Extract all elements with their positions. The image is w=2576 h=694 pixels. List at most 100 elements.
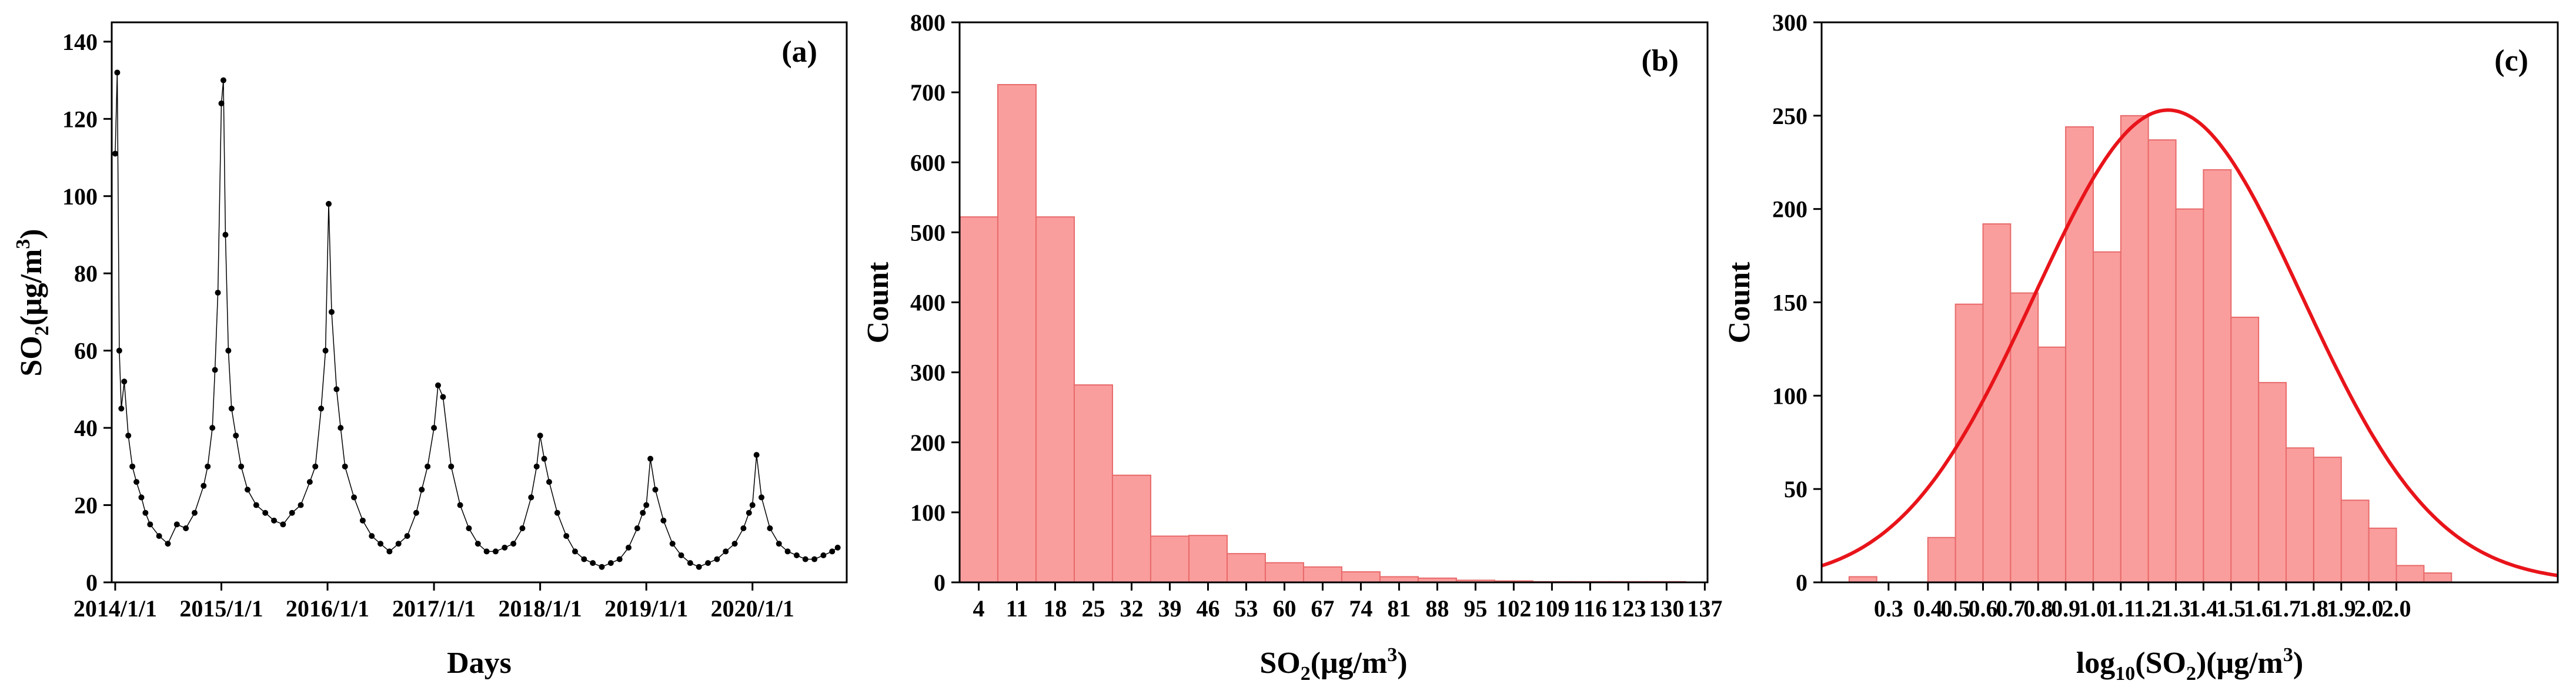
panel-c-xtick-label: 1.5: [2216, 595, 2246, 622]
panel-b-xlabel: SO2(μg/m3): [1259, 644, 1407, 685]
panel-a-xtick-label: 2019/1/1: [604, 595, 688, 622]
panel-a-ytick-label: 0: [86, 569, 98, 596]
panel-a-ytick-label: 120: [62, 106, 98, 132]
panel-a-xlabel: Days: [447, 646, 512, 680]
panel-c-xtick-label: 0.5: [1941, 595, 1970, 622]
panel-b-ytick-label: 600: [910, 149, 945, 176]
so2-daily-point: [359, 517, 366, 524]
panel-b-xtick-label: 81: [1387, 595, 1411, 622]
so2-daily-point: [599, 564, 605, 570]
so2-daily-point: [652, 487, 659, 493]
panel-b-xtick-label: 25: [1081, 595, 1105, 622]
panel-c-xtick-label: 0.6: [1969, 595, 1998, 622]
panel-a-label: (a): [781, 35, 817, 69]
histogram-bar: [2286, 447, 2314, 584]
so2-daily-point: [616, 556, 623, 562]
so2-daily-point: [492, 548, 499, 555]
panel-a-xtick-label: 2014/1/1: [73, 595, 157, 622]
so2-daily-point: [121, 378, 128, 385]
panel-b-xtick-label: 109: [1534, 595, 1569, 622]
so2-daily-point: [533, 463, 540, 470]
panel-c-ytick-label: 300: [1772, 9, 1807, 36]
so2-daily-point: [753, 452, 760, 458]
so2-daily-point: [647, 455, 654, 462]
panel-a-timeseries: 0 20 40 60 80 100 120 140 2014/1/1 2015/1/1 2016/…: [12, 21, 848, 680]
panel-a-xtick-label: 2015/1/1: [179, 595, 263, 622]
panel-b-ytick-label: 800: [910, 9, 945, 36]
panel-c-log-histogram: 0 50 100 150 200 250 300 0.3 0.40.50.60.70.80.9…: [1723, 9, 2559, 685]
so2-daily-point: [413, 509, 419, 516]
panel-c-xtick-label: 0.4: [1913, 595, 1943, 622]
so2-daily-point: [183, 525, 189, 531]
so2-daily-point: [475, 541, 481, 547]
panel-a-ytick-label: 40: [74, 415, 98, 441]
so2-daily-point: [129, 463, 136, 470]
histogram-bar: [1982, 223, 2012, 583]
so2-daily-point: [746, 509, 752, 516]
so2-daily-point: [351, 494, 358, 501]
histogram-bar: [2368, 527, 2397, 583]
histogram-bar: [2313, 457, 2342, 583]
histogram-bar: [1264, 562, 1304, 584]
so2-daily-point: [142, 509, 149, 516]
panel-b-xtick-label: 95: [1464, 595, 1487, 622]
so2-daily-points: [112, 69, 841, 570]
histogram-bar: [2258, 382, 2287, 583]
so2-daily-point: [326, 200, 332, 207]
panel-c-xtick-label: 1.7: [2271, 595, 2301, 622]
so2-daily-point: [466, 525, 472, 531]
panel-a-ytick-label: 100: [62, 183, 98, 210]
panel-b-ytick-label: 700: [910, 79, 945, 106]
so2-daily-point: [377, 541, 384, 547]
panel-c-xtick-label: 0.9: [2051, 595, 2080, 622]
so2-daily-point: [546, 479, 552, 485]
so2-daily-point: [328, 309, 335, 315]
so2-daily-point: [528, 494, 534, 501]
so2-daily-point: [829, 548, 836, 555]
panel-a-xtick-label: 2017/1/1: [392, 595, 476, 622]
panel-a-ytick-label: 20: [74, 492, 98, 519]
panel-b-xtick-label: 60: [1272, 595, 1296, 622]
panel-b-xtick-label: 116: [1573, 595, 1607, 622]
so2-daily-point: [114, 69, 121, 76]
so2-daily-point: [759, 494, 765, 501]
panel-c-xtick-label: 1.9: [2327, 595, 2356, 622]
so2-daily-point: [519, 525, 526, 531]
so2-daily-point: [793, 552, 800, 558]
so2-daily-point: [537, 433, 543, 439]
histogram-bar: [1927, 537, 1956, 584]
so2-daily-point: [118, 405, 125, 412]
so2-daily-point: [714, 556, 720, 562]
so2-daily-point: [820, 552, 827, 558]
panel-c-ytick-label: 150: [1772, 290, 1807, 316]
so2-daily-point: [457, 502, 463, 508]
histogram-bar: [2175, 208, 2204, 583]
so2-daily-point: [687, 560, 693, 566]
histogram-bar: [1150, 535, 1190, 583]
so2-daily-point: [386, 548, 393, 555]
so2-daily-point: [209, 425, 216, 431]
panel-c-ylabel: Count: [1723, 261, 1756, 343]
so2-daily-point: [419, 487, 425, 493]
histogram-bar: [1111, 474, 1151, 584]
so2-daily-point: [165, 541, 171, 547]
histogram-bar: [2120, 115, 2149, 584]
so2-daily-point: [133, 479, 140, 485]
histogram-bar: [1226, 553, 1266, 584]
panel-b-xtick-label: 137: [1687, 595, 1722, 622]
panel-a-xtick-label: 2018/1/1: [499, 595, 582, 622]
so2-daily-point: [191, 509, 198, 516]
so2-daily-point: [740, 525, 747, 531]
so2-daily-point: [253, 502, 259, 508]
histogram-bar: [2092, 251, 2121, 584]
so2-daily-point: [298, 502, 304, 508]
panel-b-xtick-label: 130: [1649, 595, 1684, 622]
so2-daily-point: [280, 521, 286, 528]
histogram-bar: [2037, 346, 2067, 583]
panel-b-ylabel: Count: [861, 261, 895, 343]
so2-daily-point: [147, 521, 153, 528]
panel-b-ytick-label: 100: [910, 499, 945, 526]
panel-c-xtick-label: 1.0: [2079, 595, 2108, 622]
panel-c-xtick-label: 0.8: [2023, 595, 2053, 622]
so2-daily-point: [218, 100, 225, 107]
